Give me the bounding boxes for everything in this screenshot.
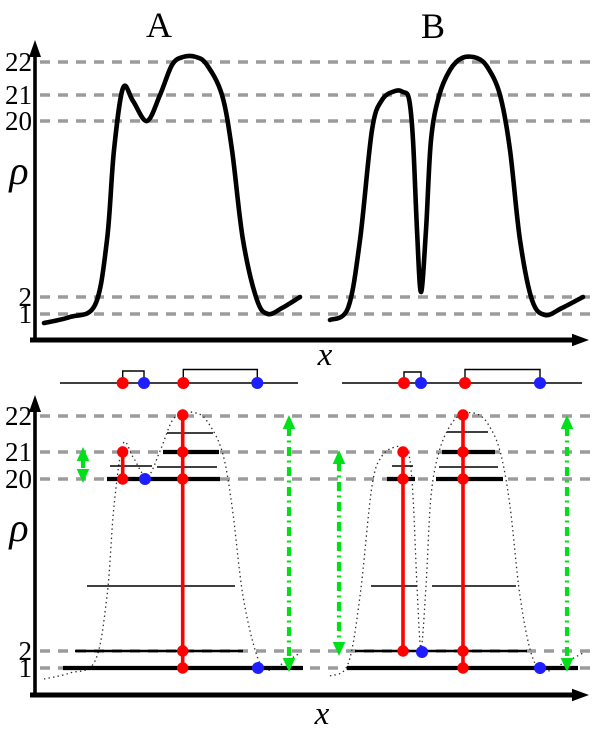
- bottom-ytick-label-20: 20: [5, 464, 32, 494]
- bottom-ytick-label-21: 21: [5, 437, 32, 467]
- barcode-a-blue-dot-1: [138, 377, 150, 389]
- panel-label-a: A: [146, 5, 172, 45]
- red-dot-1-4: [177, 662, 189, 674]
- red-dot-0-0: [117, 446, 129, 458]
- blue-merge-dot-1: [252, 662, 264, 674]
- bottom-ytick-label-1: 1: [19, 653, 33, 683]
- persistence-arrow-1-down-head: [282, 658, 296, 672]
- persistence-arrow-3-up-head: [560, 415, 574, 429]
- bottom-ytick-label-22: 22: [5, 401, 32, 431]
- blue-merge-dot-3: [534, 662, 546, 674]
- barcode-b-red-dot-2: [459, 377, 471, 389]
- persistence-arrow-2-down-head: [332, 642, 346, 656]
- red-dot-1-3: [177, 645, 189, 657]
- barcode-b-blue-dot-1: [415, 377, 427, 389]
- persistence-arrow-3-down-head: [560, 658, 574, 672]
- top-ytick-label-20: 20: [5, 106, 32, 136]
- barcode-a-pair-bracket-0: [122, 370, 145, 380]
- barcode-a-blue-dot-3: [251, 377, 264, 389]
- bottom-y-axis-arrowhead: [29, 395, 41, 412]
- red-dot-3-2: [457, 473, 469, 485]
- red-dot-2-1: [397, 473, 409, 485]
- blue-merge-dot-2: [416, 646, 428, 658]
- red-dot-2-2: [397, 645, 409, 657]
- barcode-b-pair-bracket-0: [403, 371, 422, 380]
- bottom-ylabel-rho: ρ: [7, 505, 28, 550]
- top-ytick-label-22: 22: [5, 47, 32, 77]
- persistence-arrow-2-up-head: [332, 450, 346, 464]
- barcode-a-red-dot-0: [116, 377, 129, 389]
- red-dot-1-1: [177, 446, 189, 458]
- barcode-a-red-dot-2: [177, 377, 190, 389]
- barcode-b-blue-dot-3: [534, 377, 546, 389]
- bottom-xlabel-x: x: [314, 696, 330, 732]
- bottom-x-axis-arrowhead: [572, 688, 589, 702]
- red-dot-1-2: [177, 473, 189, 485]
- barcode-b-pair-bracket-1: [464, 368, 541, 380]
- red-dot-2-0: [397, 446, 409, 458]
- top-x-axis-arrowhead: [572, 333, 589, 347]
- top-ytick-label-2: 2: [19, 282, 33, 312]
- red-dot-3-0: [457, 409, 469, 421]
- persistence-arrow-1-up-head: [282, 415, 296, 429]
- red-dot-3-4: [457, 662, 469, 674]
- barcode-b-red-dot-0: [398, 377, 410, 389]
- top-ylabel-rho: ρ: [7, 148, 28, 193]
- density-curve-b: [327, 54, 586, 323]
- red-dot-3-3: [457, 645, 469, 657]
- red-dot-0-1: [117, 473, 129, 485]
- red-dot-3-1: [457, 446, 469, 458]
- blue-merge-dot-0: [139, 473, 151, 485]
- barcode-a-pair-bracket-1: [182, 368, 258, 380]
- top-ytick-label-1: 1: [19, 299, 33, 329]
- top-ytick-label-21: 21: [5, 80, 32, 110]
- panel-label-b: B: [421, 6, 445, 46]
- persistence-arrow-0-down-head: [76, 469, 90, 483]
- bottom-ytick-label-2: 2: [19, 636, 33, 666]
- persistence-arrow-0-up-head: [76, 447, 90, 461]
- top-xlabel-x: x: [317, 337, 333, 373]
- red-dot-1-0: [177, 409, 189, 421]
- density-curve-a: [41, 53, 303, 326]
- top-y-axis-arrowhead: [29, 40, 41, 57]
- dotted-curve-b: [329, 411, 584, 677]
- barcode-row: [60, 368, 582, 389]
